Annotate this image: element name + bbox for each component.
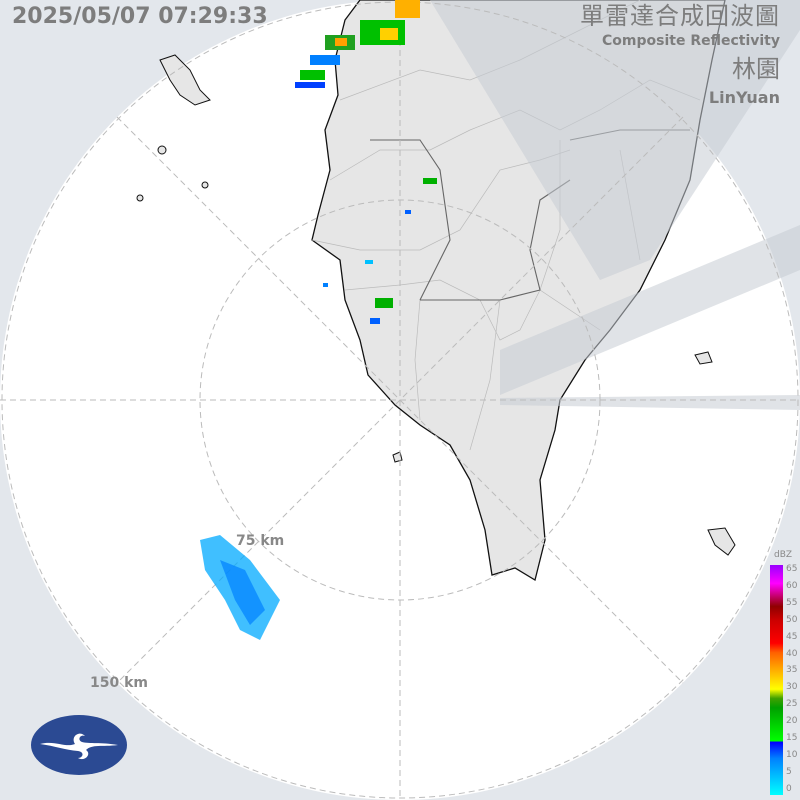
shaded-sector [430, 0, 800, 280]
legend-tick-label: 65 [786, 564, 798, 574]
legend-tick-label: 20 [786, 716, 798, 727]
cwa-logo-icon [31, 715, 127, 775]
legend-tick-label: 10 [786, 749, 798, 760]
product-title-en: Composite Reflectivity [602, 33, 780, 49]
station-name-zh: 林園 [732, 55, 780, 83]
range-ring-label-150: 150 km [90, 675, 148, 691]
legend-tick-label: 5 [786, 766, 792, 777]
timestamp: 2025/05/07 07:29:33 [12, 4, 268, 29]
legend-tick-label: 15 [786, 733, 798, 743]
product-title-zh: 單雷達合成回波圖 [580, 2, 780, 30]
legend-tick-label: 60 [786, 580, 798, 591]
legend-tick-label: 30 [786, 682, 798, 693]
legend-tick-label: 35 [786, 665, 798, 676]
legend-tick-label: 0 [786, 783, 792, 794]
islands [136, 54, 736, 556]
echo-cells [200, 0, 437, 640]
legend-tick-label: 55 [786, 597, 798, 608]
blind-sector [500, 225, 800, 395]
range-ring-label-75: 75 km [236, 533, 285, 549]
legend-tick-label: 50 [786, 614, 798, 625]
dbz-color-scale [770, 565, 783, 795]
legend-tick-label: 40 [786, 648, 798, 659]
legend-tick-label: 45 [786, 631, 798, 642]
legend-tick-label: 25 [786, 699, 798, 710]
legend-unit: dBZ [774, 550, 793, 560]
station-name-en: LinYuan [708, 88, 780, 107]
blind-sector [500, 395, 800, 410]
